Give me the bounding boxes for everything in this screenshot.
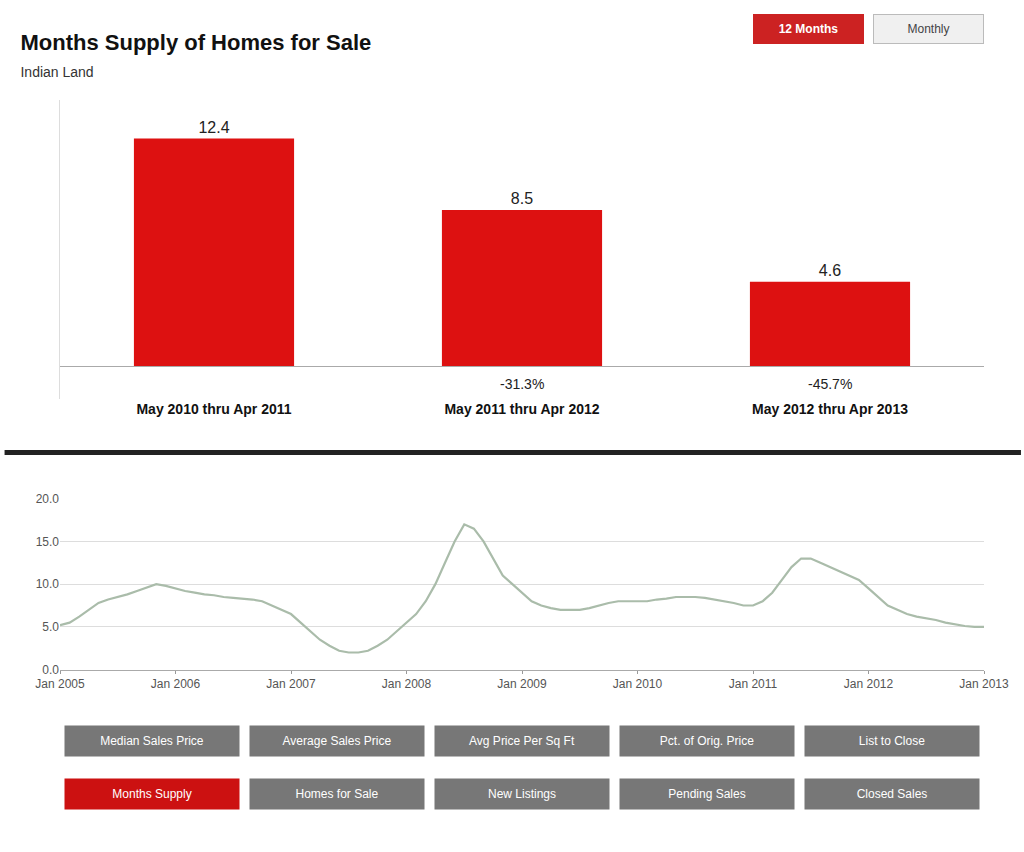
svg-text:8.5: 8.5 [511,190,533,207]
svg-text:Months Supply of Homes for Sal: Months Supply of Homes for Sale [20,30,371,55]
svg-text:4.6: 4.6 [819,262,841,279]
svg-text:0.0: 0.0 [42,663,59,677]
svg-text:List to Close: List to Close [859,734,925,748]
svg-text:Jan 2009: Jan 2009 [497,677,547,691]
svg-text:Indian Land: Indian Land [20,64,93,80]
svg-text:Avg Price Per Sq Ft: Avg Price Per Sq Ft [469,734,575,748]
svg-text:May 2011 thru Apr 2012: May 2011 thru Apr 2012 [444,401,599,417]
svg-text:Closed Sales: Closed Sales [857,787,928,801]
svg-text:Months Supply: Months Supply [112,787,191,801]
svg-text:May 2012 thru Apr 2013: May 2012 thru Apr 2013 [752,401,908,417]
svg-text:10.0: 10.0 [36,577,60,591]
svg-text:Jan 2008: Jan 2008 [382,677,432,691]
svg-text:Jan 2005: Jan 2005 [35,677,85,691]
svg-text:May 2010 thru Apr 2011: May 2010 thru Apr 2011 [136,401,291,417]
svg-text:Median Sales Price: Median Sales Price [100,734,204,748]
svg-text:Jan 2010: Jan 2010 [613,677,663,691]
svg-text:5.0: 5.0 [42,620,59,634]
svg-text:Monthly: Monthly [907,22,949,36]
svg-text:12.4: 12.4 [198,119,229,136]
svg-text:12 Months: 12 Months [779,22,839,36]
svg-text:Pct. of Orig. Price: Pct. of Orig. Price [660,734,754,748]
svg-text:Jan 2011: Jan 2011 [729,677,778,691]
svg-text:Jan 2012: Jan 2012 [844,677,894,691]
svg-text:Jan 2006: Jan 2006 [151,677,201,691]
svg-text:-45.7%: -45.7% [808,376,852,392]
svg-text:15.0: 15.0 [36,535,60,549]
svg-text:20.0: 20.0 [36,492,60,506]
svg-text:Jan 2013: Jan 2013 [959,677,1009,691]
svg-text:Homes for Sale: Homes for Sale [295,787,378,801]
svg-text:-31.3%: -31.3% [500,376,544,392]
svg-text:Average Sales Price: Average Sales Price [283,734,392,748]
svg-text:New Listings: New Listings [488,787,556,801]
svg-text:Jan 2007: Jan 2007 [266,677,316,691]
svg-text:Pending Sales: Pending Sales [668,787,745,801]
